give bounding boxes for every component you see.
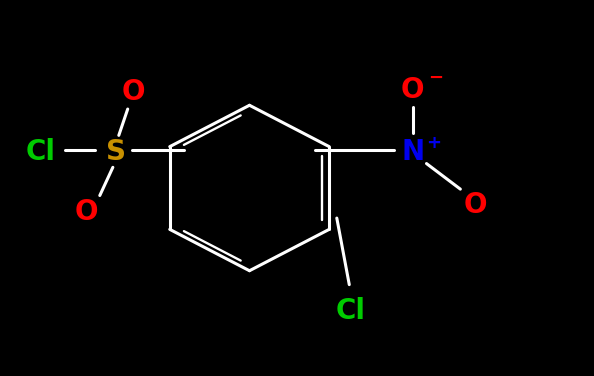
- Text: +: +: [426, 134, 441, 152]
- Text: N: N: [402, 138, 424, 166]
- Text: O: O: [401, 76, 425, 104]
- Text: Cl: Cl: [26, 138, 55, 166]
- Text: O: O: [122, 78, 146, 106]
- Text: O: O: [74, 199, 98, 226]
- Text: Cl: Cl: [336, 297, 365, 325]
- Text: S: S: [106, 138, 126, 166]
- Text: −: −: [428, 69, 443, 87]
- Text: O: O: [463, 191, 487, 219]
